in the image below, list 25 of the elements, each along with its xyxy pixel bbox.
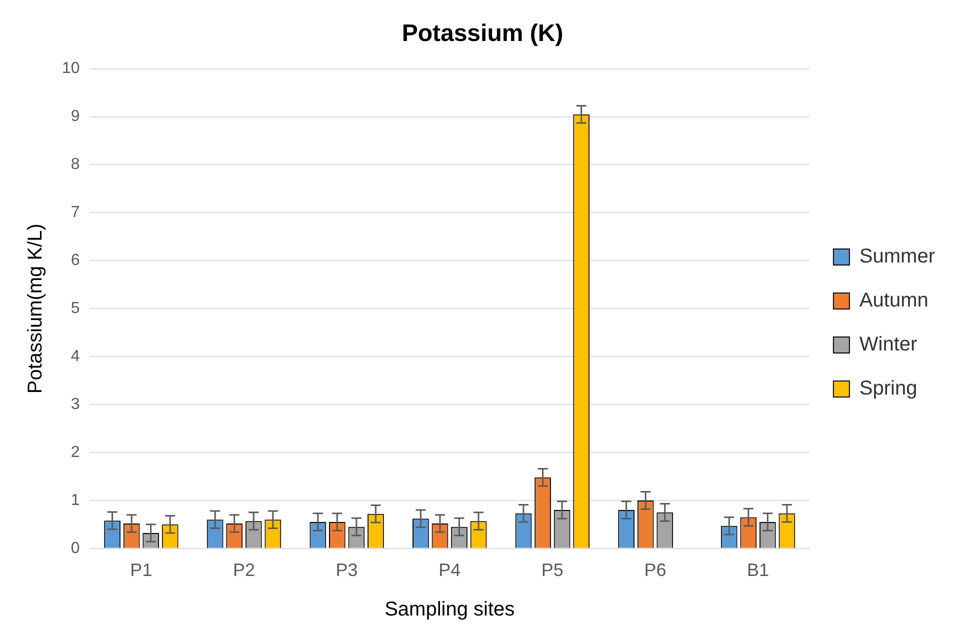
legend-label: Spring [859,378,918,400]
y-axis-title: Potassium(mg K/L) [24,224,47,394]
x-tick-label: P4 [438,560,461,580]
y-tick-label: 2 [70,444,80,461]
x-tick-label: P2 [232,560,256,580]
y-tick-label: 5 [70,300,80,318]
x-tick-label: P1 [130,560,152,580]
y-tick-label: 10 [62,60,80,78]
legend-label: Winter [859,334,918,356]
chart-title: Potassium (K) [402,20,564,48]
y-tick-label: 4 [70,348,80,365]
x-axis-title: Sampling sites [384,598,515,621]
x-tick-label: P5 [541,560,564,580]
y-tick-label: 8 [70,156,80,174]
x-tick-label: P6 [644,560,666,580]
legend-label: Summer [859,246,936,268]
y-tick-label: 0 [70,540,80,557]
y-tick-label: 7 [70,204,80,222]
x-tick-label: P3 [336,560,358,580]
x-tick-label: B1 [747,560,770,580]
y-tick-label: 9 [70,108,80,126]
y-tick-label: 6 [70,252,80,270]
legend-label: Autumn [859,290,928,312]
y-tick-label: 3 [70,396,80,413]
y-tick-label: 1 [70,492,80,509]
